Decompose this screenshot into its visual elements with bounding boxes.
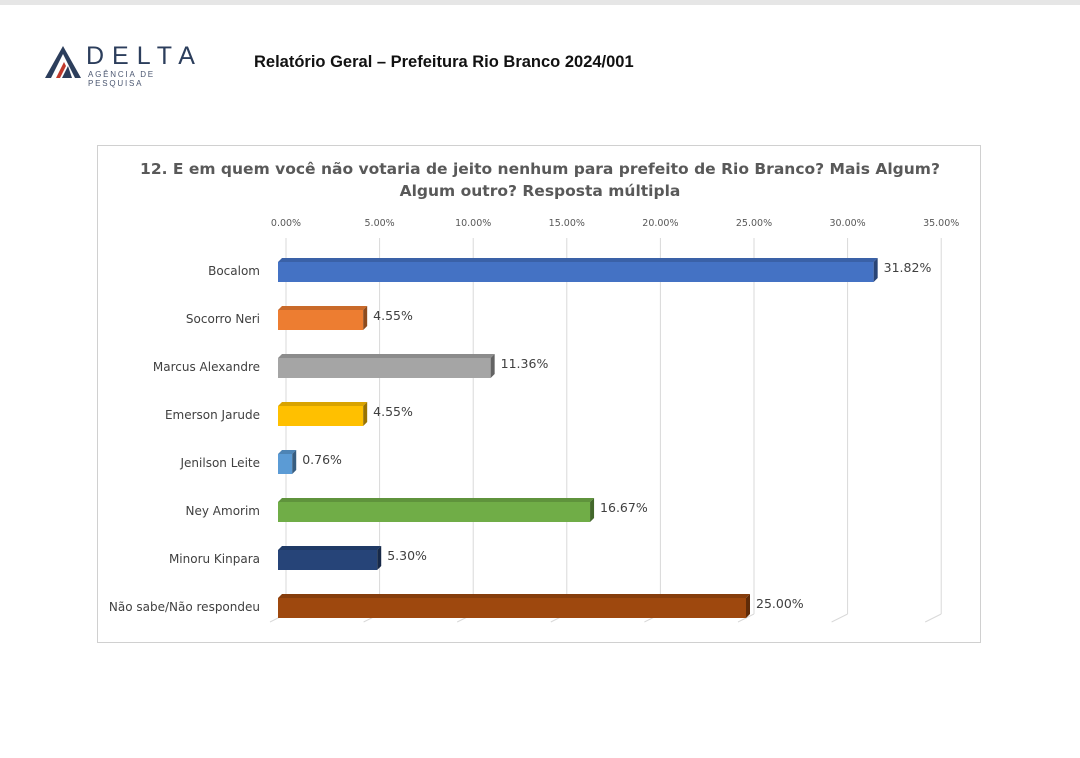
category-label: Não sabe/Não respondeu	[109, 600, 260, 614]
value-label: 4.55%	[373, 308, 413, 323]
logo-wordmark: DELTA	[86, 42, 203, 70]
bar-top-face	[278, 354, 495, 358]
bar-top-face	[278, 450, 297, 454]
value-label: 4.55%	[373, 404, 413, 419]
bar-side-face	[292, 450, 297, 474]
value-label: 0.76%	[302, 452, 342, 467]
bar-side-face	[377, 546, 382, 570]
x-tick-label: 15.00%	[549, 218, 585, 229]
bar	[278, 262, 874, 282]
x-tick-label: 25.00%	[736, 218, 772, 229]
bar-side-face	[490, 354, 495, 378]
chart-container: 12. E em quem você não votaria de jeito …	[97, 145, 981, 643]
category-label: Socorro Neri	[186, 312, 260, 326]
top-border	[0, 0, 1080, 5]
gridline-foot	[924, 613, 942, 623]
bar	[278, 454, 293, 474]
bar-side-face	[363, 402, 368, 426]
category-label: Bocalom	[208, 264, 260, 278]
value-label: 31.82%	[884, 260, 932, 275]
bar	[278, 598, 746, 618]
bar-top-face	[278, 594, 750, 598]
bar	[278, 310, 364, 330]
bar-top-face	[278, 498, 595, 502]
value-label: 16.67%	[600, 500, 648, 515]
x-tick-label: 20.00%	[642, 218, 678, 229]
x-tick-label: 5.00%	[365, 218, 395, 229]
x-tick-label: 35.00%	[923, 218, 959, 229]
category-label: Marcus Alexandre	[153, 360, 260, 374]
bar	[278, 406, 364, 426]
chart-title-line2: Algum outro? Resposta múltipla	[399, 182, 681, 200]
delta-triangle-icon	[45, 46, 81, 78]
bar	[278, 358, 491, 378]
category-label: Jenilson Leite	[180, 456, 261, 470]
delta-logo: DELTA AGÊNCIA DE PESQUISA	[44, 42, 214, 88]
gridline-foot	[831, 613, 848, 623]
value-label: 5.30%	[387, 548, 427, 563]
bar	[278, 550, 378, 570]
value-label: 25.00%	[756, 596, 804, 611]
bar-side-face	[590, 498, 595, 522]
bar-side-face	[873, 258, 878, 282]
bar-top-face	[278, 258, 878, 262]
x-tick-label: 0.00%	[271, 218, 301, 229]
x-tick-label: 30.00%	[829, 218, 865, 229]
logo-tagline: AGÊNCIA DE PESQUISA	[88, 70, 155, 88]
bar-side-face	[746, 594, 750, 618]
bar	[278, 502, 591, 522]
bar-top-face	[278, 546, 382, 550]
value-label: 11.36%	[501, 356, 549, 371]
category-label: Emerson Jarude	[165, 408, 260, 422]
x-tick-label: 10.00%	[455, 218, 491, 229]
report-title: Relatório Geral – Prefeitura Rio Branco …	[254, 53, 634, 71]
bar-side-face	[363, 306, 368, 330]
bar-top-face	[278, 402, 368, 406]
bar-chart-plot: 0.00% 5.00% 10.00% 15.00% 20.00% 25.00% 30.00%…	[109, 218, 959, 623]
bar-top-face	[278, 306, 368, 310]
category-label: Ney Amorim	[186, 504, 260, 518]
chart-title: 12. E em quem você não votaria de jeito …	[98, 158, 982, 202]
chart-title-line1: 12. E em quem você não votaria de jeito …	[140, 160, 940, 178]
category-label: Minoru Kinpara	[169, 552, 260, 566]
